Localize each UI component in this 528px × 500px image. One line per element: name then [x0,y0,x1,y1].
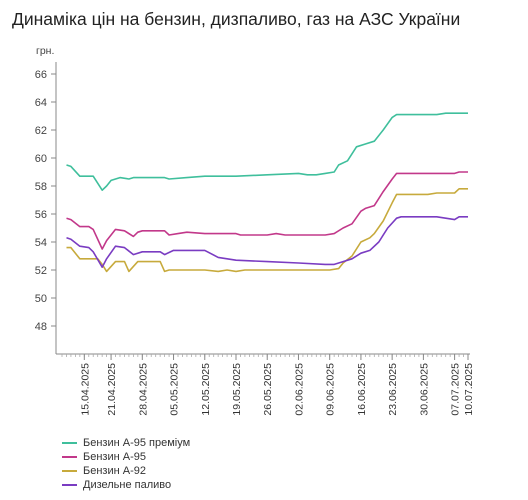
y-tick-label: 52 [35,265,47,277]
legend-swatch [62,470,77,472]
x-tick-label: 30.06.2025 [418,363,430,416]
y-tick-label: 64 [35,97,47,109]
legend-swatch [62,484,77,486]
legend-label: Дизельне паливо [83,479,172,491]
y-tick-label: 50 [35,293,47,305]
x-tick-label: 09.06.2025 [325,363,337,416]
legend-swatch [62,442,77,444]
legend-item: Бензин А-95 преміум [62,436,190,450]
y-unit-label: грн. [36,45,54,57]
chart-legend: Бензин А-95 преміум Бензин А-95 Бензин А-9… [62,436,190,492]
x-tick-label: 28.04.2025 [137,363,149,416]
x-tick-label: 19.05.2025 [231,363,243,416]
legend-item: Бензин А-95 [62,450,190,464]
series-line-2 [66,171,468,250]
legend-swatch [62,456,77,458]
y-tick-label: 48 [35,321,47,333]
y-tick-label: 66 [35,69,47,81]
x-tick-label: 02.06.2025 [293,363,305,416]
series-line-1 [66,112,468,191]
x-tick-label: 05.05.2025 [169,363,181,416]
x-tick-label: 21.04.2025 [106,363,118,416]
x-tick-label: 15.04.2025 [79,363,91,416]
legend-label: Бензин А-95 [83,451,146,463]
chart-title: Динаміка цін на бензин, дизпаливо, газ н… [12,9,461,29]
legend-item: Бензин А-92 [62,464,190,478]
x-tick-label: 07.07.2025 [450,363,462,416]
legend-item: Дизельне паливо [62,478,190,492]
x-tick-label: 26.05.2025 [262,363,274,416]
y-tick-label: 56 [35,209,47,221]
x-tick-label: 12.05.2025 [200,363,212,416]
x-tick-label: 10.07.2025 [463,363,475,416]
series-line-4 [66,216,468,268]
x-tick-label: 16.06.2025 [356,363,368,416]
y-tick-label: 60 [35,153,47,165]
legend-label: Бензин А-92 [83,465,146,477]
series-line-3 [66,188,468,273]
x-tick-label: 23.06.2025 [387,363,399,416]
legend-label: Бензин А-95 преміум [83,437,191,449]
y-tick-label: 58 [35,181,47,193]
y-tick-label: 62 [35,125,47,137]
y-tick-label: 54 [35,237,47,249]
